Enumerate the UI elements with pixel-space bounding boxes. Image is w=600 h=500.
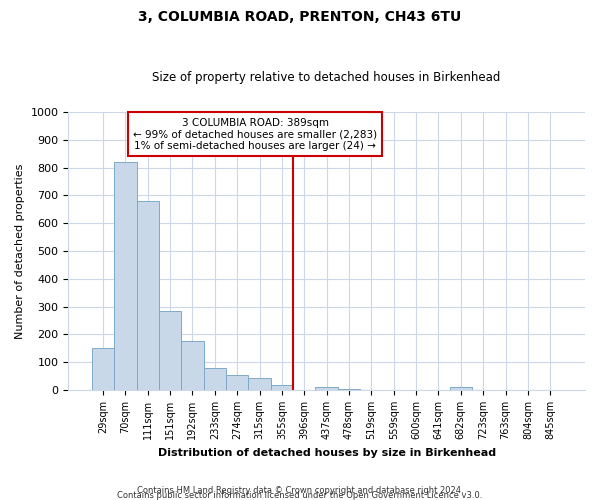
Bar xyxy=(449,386,472,390)
Title: Size of property relative to detached houses in Birkenhead: Size of property relative to detached ho… xyxy=(152,72,501,85)
Bar xyxy=(248,378,271,390)
Bar xyxy=(226,375,248,390)
Text: 3, COLUMBIA ROAD, PRENTON, CH43 6TU: 3, COLUMBIA ROAD, PRENTON, CH43 6TU xyxy=(139,10,461,24)
Y-axis label: Number of detached properties: Number of detached properties xyxy=(15,164,25,339)
Bar xyxy=(316,388,338,390)
Bar xyxy=(137,201,159,390)
Bar xyxy=(92,348,114,390)
Bar xyxy=(271,384,293,390)
Text: Contains public sector information licensed under the Open Government Licence v3: Contains public sector information licen… xyxy=(118,490,482,500)
Bar xyxy=(114,162,137,390)
Text: Contains HM Land Registry data © Crown copyright and database right 2024.: Contains HM Land Registry data © Crown c… xyxy=(137,486,463,495)
Bar xyxy=(159,311,181,390)
Bar xyxy=(203,368,226,390)
Bar xyxy=(181,342,203,390)
Bar xyxy=(338,388,360,390)
Text: 3 COLUMBIA ROAD: 389sqm
← 99% of detached houses are smaller (2,283)
1% of semi-: 3 COLUMBIA ROAD: 389sqm ← 99% of detache… xyxy=(133,118,377,151)
X-axis label: Distribution of detached houses by size in Birkenhead: Distribution of detached houses by size … xyxy=(158,448,496,458)
